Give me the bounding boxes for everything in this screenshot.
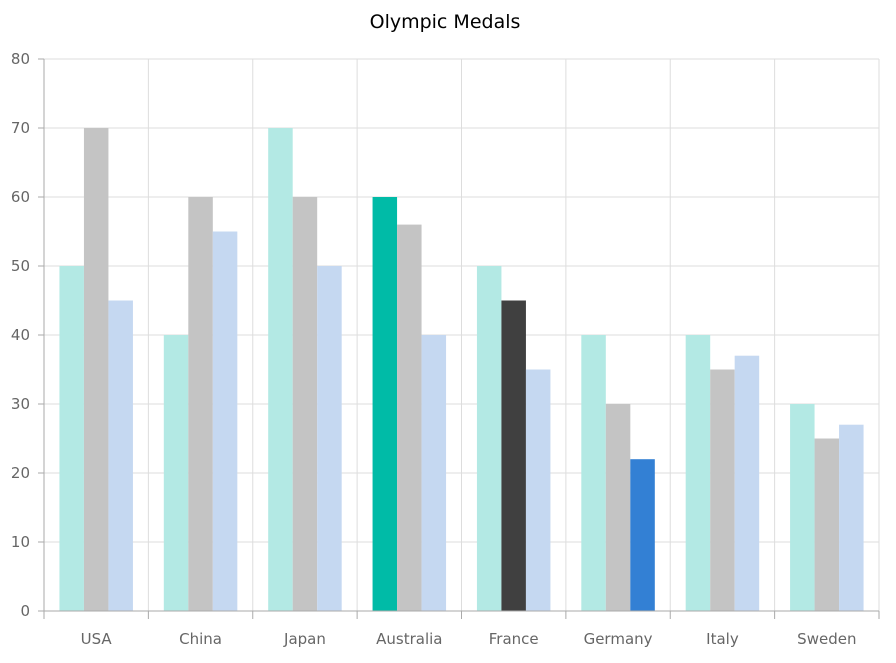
- bar-sweden-series-3[interactable]: [839, 424, 864, 611]
- bar-france-series-3[interactable]: [525, 369, 551, 612]
- bar-germany-series-2[interactable]: [605, 404, 631, 611]
- chart-title: Olympic Medals: [370, 11, 521, 33]
- bar-china-series-3[interactable]: [212, 231, 238, 612]
- y-tick-label: 60: [11, 188, 30, 206]
- x-category-label: China: [179, 630, 222, 648]
- y-tick-label: 50: [11, 257, 30, 275]
- y-tick-label: 30: [11, 395, 30, 413]
- labels: 0 10 20 30 40 50 60 70 80 USA China Japan Australia F…: [11, 50, 857, 648]
- y-tick-label: 40: [11, 326, 30, 344]
- bar-japan-series-3[interactable]: [317, 266, 342, 611]
- bars: [59, 128, 864, 612]
- bar-france-series-1[interactable]: [476, 266, 502, 611]
- bar-australia-series-2[interactable]: [397, 224, 422, 611]
- bar-china-series-2[interactable]: [188, 197, 213, 611]
- bar-sweden-series-2[interactable]: [814, 438, 840, 612]
- y-tick-label: 10: [11, 533, 30, 551]
- y-tick-label: 20: [11, 464, 30, 482]
- bar-germany-series-1[interactable]: [581, 335, 606, 611]
- x-category-label: Australia: [376, 630, 442, 648]
- bar-germany-series-3[interactable]: [630, 459, 655, 611]
- axes: [38, 58, 880, 619]
- bar-italy-series-2[interactable]: [710, 369, 735, 612]
- bar-usa-series-1[interactable]: [59, 266, 84, 611]
- gridlines: [44, 58, 880, 611]
- bar-italy-series-3[interactable]: [734, 355, 760, 611]
- y-tick-label: 80: [11, 50, 30, 68]
- y-tick-label: 70: [11, 119, 30, 137]
- y-tick-label: 0: [20, 602, 30, 620]
- bar-italy-series-1[interactable]: [685, 335, 711, 611]
- bar-france-series-2[interactable]: [501, 300, 526, 612]
- bar-usa-series-2[interactable]: [83, 128, 109, 611]
- bar-japan-series-1[interactable]: [268, 128, 293, 611]
- x-category-label: USA: [81, 630, 113, 648]
- x-category-label: Sweden: [797, 630, 856, 648]
- bar-australia-series-3[interactable]: [421, 335, 447, 611]
- x-category-label: France: [489, 630, 539, 648]
- x-category-label: Japan: [283, 630, 326, 648]
- x-category-label: Germany: [584, 630, 653, 648]
- bar-japan-series-2[interactable]: [292, 197, 318, 611]
- bar-usa-series-3[interactable]: [108, 300, 133, 612]
- bar-sweden-series-1[interactable]: [790, 404, 815, 611]
- x-category-label: Italy: [706, 630, 739, 648]
- bar-china-series-1[interactable]: [163, 335, 189, 611]
- bar-australia-series-1[interactable]: [372, 197, 398, 611]
